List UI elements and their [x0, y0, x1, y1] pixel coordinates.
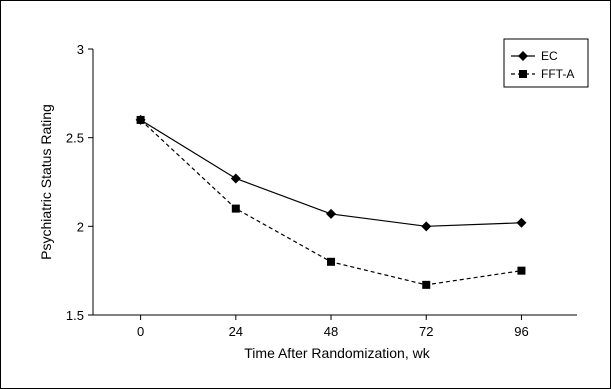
point-ec — [516, 217, 527, 228]
legend-marker-ec-diamond — [518, 51, 528, 61]
point-ec — [421, 221, 432, 232]
y-tick-label: 2.5 — [66, 131, 84, 146]
point-ec — [230, 173, 241, 184]
y-tick-label: 2 — [77, 219, 84, 234]
legend-label-ec: EC — [541, 49, 558, 63]
x-axis-title: Time After Randomization, wk — [244, 345, 430, 361]
point-fft-a — [136, 115, 145, 124]
x-tick-label: 0 — [137, 324, 144, 339]
legend-marker-fft-a-square — [519, 70, 527, 78]
legend-box — [503, 38, 589, 88]
legend-label-fft-a: FFT-A — [541, 67, 574, 81]
y-ticks: 1.5 2 2.5 3 — [66, 42, 93, 323]
x-tick-label: 48 — [324, 324, 338, 339]
x-tick-label: 72 — [419, 324, 433, 339]
x-tick-label: 96 — [514, 324, 528, 339]
point-ec — [326, 208, 337, 219]
point-fft-a — [422, 280, 431, 289]
y-axis-title: Psychiatric Status Rating — [38, 104, 54, 260]
y-tick-label: 1.5 — [66, 308, 84, 323]
y-tick-label: 3 — [77, 42, 84, 57]
point-fft-a — [231, 204, 240, 213]
series-markers — [135, 114, 527, 289]
point-fft-a — [517, 266, 526, 275]
x-ticks: 0 24 48 72 96 — [137, 315, 529, 339]
legend: EC FFT-A — [503, 38, 589, 88]
point-fft-a — [327, 257, 336, 266]
x-tick-label: 24 — [229, 324, 243, 339]
